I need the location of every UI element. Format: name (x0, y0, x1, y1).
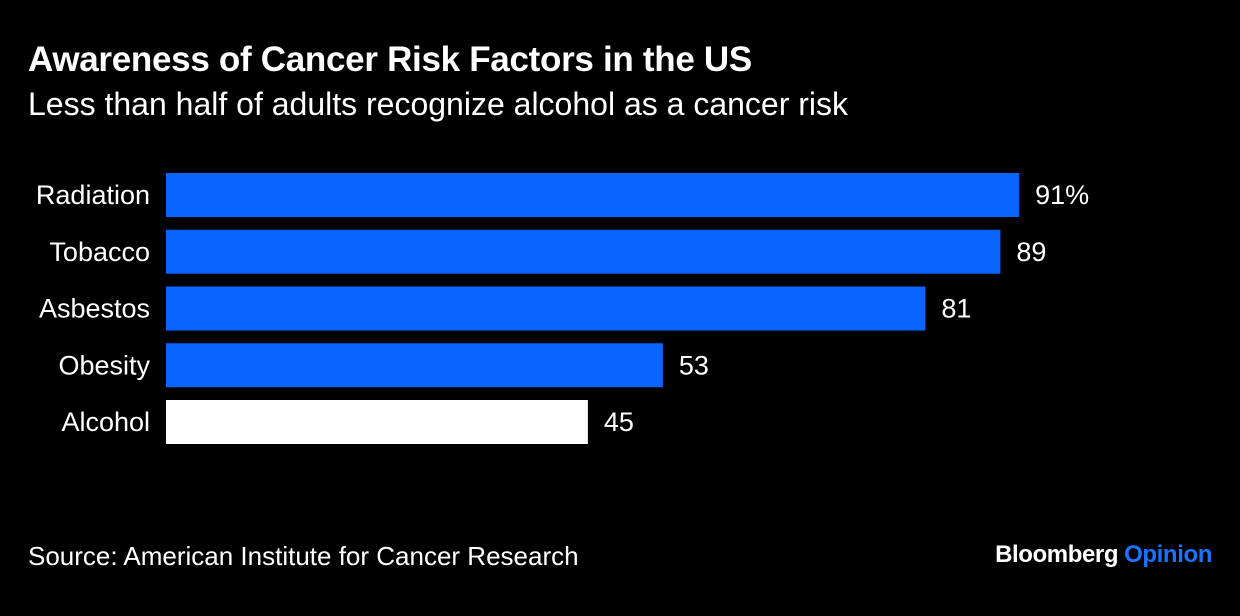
category-label-asbestos: Asbestos (39, 294, 150, 324)
value-label-obesity: 53 (679, 350, 709, 380)
brand-logo: Bloomberg Opinion (995, 541, 1212, 569)
brand-section: Opinion (1124, 541, 1212, 568)
value-label-radiation: 91% (1035, 180, 1089, 210)
bar-asbestos (166, 286, 926, 331)
value-label-alcohol: 45 (604, 407, 634, 437)
category-label-radiation: Radiation (36, 180, 150, 210)
brand-name: Bloomberg (995, 541, 1119, 568)
chart-title: Awareness of Cancer Risk Factors in the … (28, 40, 752, 79)
bar-alcohol (166, 400, 588, 444)
bar-radiation (166, 173, 1020, 217)
value-label-asbestos: 81 (941, 294, 971, 324)
category-label-tobacco: Tobacco (49, 237, 150, 267)
chart-subtitle: Less than half of adults recognize alcoh… (28, 86, 849, 122)
source-note: Source: American Institute for Cancer Re… (28, 541, 579, 571)
bar-obesity (166, 343, 663, 388)
category-label-alcohol: Alcohol (61, 407, 150, 437)
category-label-obesity: Obesity (58, 350, 150, 380)
value-label-tobacco: 89 (1016, 237, 1046, 267)
bar-tobacco (166, 229, 1001, 274)
bar-chart: Radiation 91% Tobacco 89 Asbestos 81 Obesity 53… (36, 173, 1089, 444)
